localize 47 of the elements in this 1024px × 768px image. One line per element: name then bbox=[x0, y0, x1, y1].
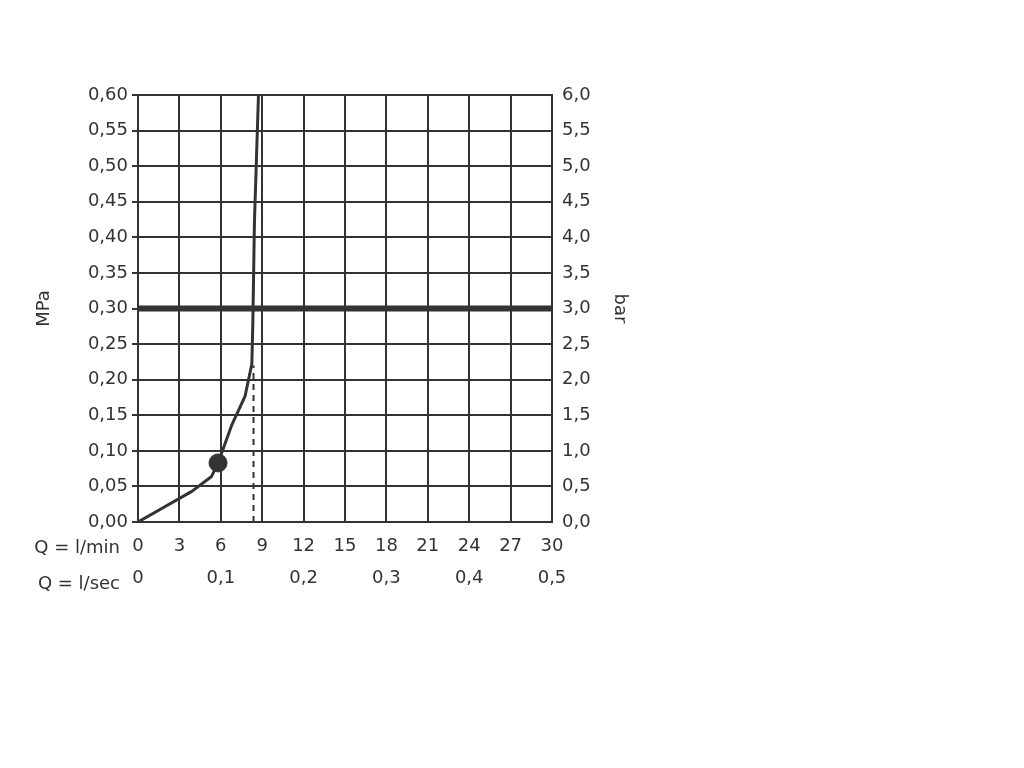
y-tick-label: 0,15 bbox=[87, 402, 128, 424]
x2-axis-title: Q = l/sec bbox=[37, 571, 120, 593]
x-tick-label: 30 bbox=[540, 534, 564, 556]
y-tick-label: 0,30 bbox=[87, 296, 128, 318]
y2-tick-label: 1,5 bbox=[562, 402, 591, 424]
y2-tick-label: 2,0 bbox=[562, 367, 591, 389]
y2-tick-label: 4,5 bbox=[562, 189, 591, 211]
y-tick-label: 0,50 bbox=[87, 153, 128, 175]
x2-tick-label: 0,4 bbox=[454, 566, 484, 588]
y-tick-label: 0,60 bbox=[87, 82, 128, 104]
x-tick-label: 6 bbox=[215, 534, 227, 556]
x-axis-title: Q = l/min bbox=[34, 535, 120, 557]
y-tick-label: 0,20 bbox=[87, 367, 128, 389]
x-tick-label: 27 bbox=[499, 534, 523, 556]
x2-tick-label: 0,3 bbox=[372, 566, 401, 588]
x-tick-label: 21 bbox=[416, 534, 440, 556]
y2-tick-label: 5,0 bbox=[562, 153, 591, 175]
x-tick-label: 9 bbox=[256, 534, 268, 556]
y2-tick-label: 0,5 bbox=[562, 474, 591, 496]
y2-tick-label: 0,0 bbox=[562, 509, 591, 531]
y-tick-label: 0,10 bbox=[87, 438, 128, 460]
x-tick-label: 3 bbox=[173, 534, 186, 556]
x2-tick-label: 0,1 bbox=[206, 566, 236, 588]
y-tick-label: 0,55 bbox=[87, 118, 128, 140]
x-tick-label: 24 bbox=[457, 534, 481, 556]
y-tick-label: 0,00 bbox=[87, 509, 128, 531]
y-tick-label: 0,45 bbox=[87, 189, 128, 211]
y2-tick-label: 3,5 bbox=[562, 260, 591, 282]
y2-tick-label: 3,0 bbox=[562, 296, 591, 318]
x2-tick-label: 0,5 bbox=[537, 566, 567, 588]
y2-tick-label: 4,0 bbox=[562, 225, 591, 247]
y-tick-label: 0,40 bbox=[87, 225, 128, 247]
x-tick-label: 18 bbox=[374, 534, 398, 556]
y-tick-label: 0,05 bbox=[87, 474, 128, 496]
y-axis-title: MPa bbox=[32, 290, 54, 327]
y-tick-label: 0,25 bbox=[87, 331, 128, 353]
x-tick-label: 12 bbox=[292, 534, 316, 556]
x2-tick-label: 0,2 bbox=[289, 566, 318, 588]
y2-tick-label: 5,5 bbox=[562, 118, 591, 140]
y2-tick-label: 2,5 bbox=[562, 331, 591, 353]
y2-tick-label: 6,0 bbox=[562, 82, 591, 104]
y2-axis-title: bar bbox=[610, 293, 632, 325]
x2-tick-label: 0 bbox=[132, 566, 144, 588]
x-tick-label: 0 bbox=[132, 534, 144, 556]
y2-tick-label: 1,0 bbox=[562, 438, 591, 460]
y-tick-label: 0,35 bbox=[87, 260, 128, 282]
x-tick-label: 15 bbox=[333, 534, 357, 556]
